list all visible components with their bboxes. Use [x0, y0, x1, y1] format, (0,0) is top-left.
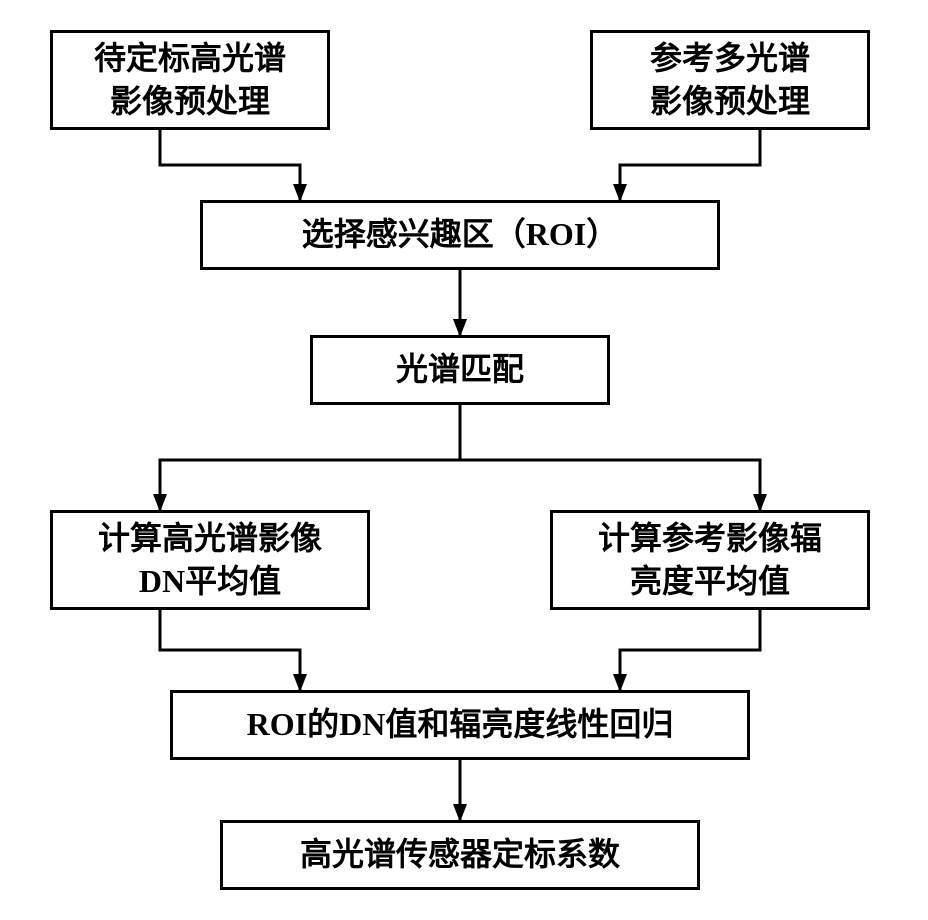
arrow-layer: [0, 0, 928, 920]
flow-node: 计算高光谱影像 DN平均值: [50, 510, 370, 610]
flow-node: 待定标高光谱 影像预处理: [50, 30, 330, 130]
flow-edge: [160, 610, 300, 690]
flow-edge: [160, 405, 460, 510]
flow-edge: [160, 130, 300, 200]
flow-node: 光谱匹配: [310, 335, 610, 405]
flow-node: 选择感兴趣区（ROI）: [200, 200, 720, 270]
flowchart-canvas: 待定标高光谱 影像预处理 参考多光谱 影像预处理选择感兴趣区（ROI） 光谱匹配计算…: [0, 0, 928, 920]
flow-node: 计算参考影像辐 亮度平均值: [550, 510, 870, 610]
flow-edge: [460, 405, 760, 510]
flow-edge: [620, 610, 760, 690]
flow-node: 参考多光谱 影像预处理: [590, 30, 870, 130]
flow-node: 高光谱传感器定标系数: [220, 820, 700, 890]
flow-edge: [620, 130, 760, 200]
flow-node: ROI的DN值和辐亮度线性回归: [170, 690, 750, 760]
